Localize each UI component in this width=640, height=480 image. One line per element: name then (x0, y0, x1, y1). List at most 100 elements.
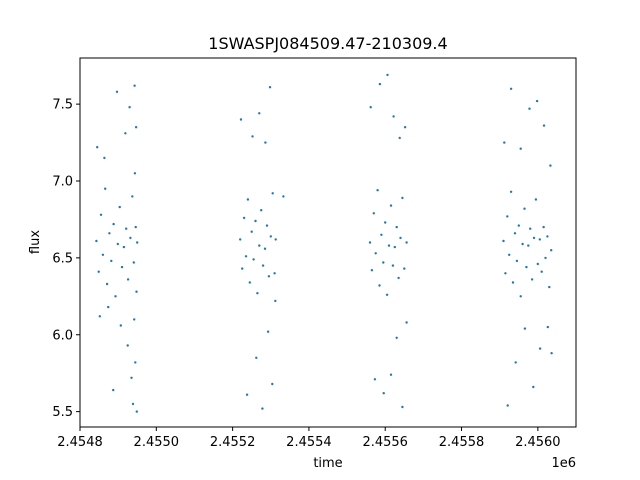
data-point (401, 196, 404, 200)
data-point (368, 241, 372, 244)
data-point (528, 107, 531, 110)
data-point (397, 276, 400, 280)
data-point (398, 136, 401, 140)
data-point (519, 147, 522, 150)
data-point (502, 239, 505, 243)
data-point (546, 325, 549, 329)
data-point (132, 261, 135, 264)
y-tick-label: 7.0 (52, 175, 73, 190)
data-point (523, 207, 526, 210)
data-point (391, 264, 395, 267)
x-tick-label: 2.4560 (515, 435, 561, 450)
data-point (527, 244, 530, 247)
data-point (513, 232, 517, 235)
data-point (395, 336, 398, 339)
data-point (110, 259, 113, 263)
chart-title: 1SWASPJ084509.47-210309.4 (208, 34, 447, 53)
x-axis-label: time (313, 456, 342, 471)
data-point (538, 238, 541, 241)
data-point (246, 198, 250, 201)
data-point (264, 141, 267, 144)
data-point (239, 118, 243, 121)
data-point (256, 292, 259, 295)
data-point (128, 106, 131, 109)
data-point (538, 347, 542, 350)
data-point (107, 305, 110, 309)
data-point (258, 112, 261, 115)
data-point (395, 225, 398, 229)
data-point (101, 253, 105, 256)
data-point (389, 373, 393, 376)
data-point (374, 252, 377, 255)
data-point (382, 261, 385, 264)
data-point (282, 195, 285, 198)
data-point (517, 224, 520, 227)
data-point (504, 272, 507, 275)
data-point (515, 259, 519, 263)
data-point (271, 192, 274, 195)
data-point (114, 295, 117, 298)
data-point (134, 126, 138, 129)
data-point (134, 361, 137, 364)
y-tick-label: 7.5 (52, 98, 73, 113)
data-point (380, 233, 383, 236)
data-point (542, 225, 545, 229)
data-point (129, 236, 132, 240)
data-point (378, 82, 382, 86)
data-point (405, 321, 408, 324)
data-point (534, 198, 538, 201)
data-point (389, 204, 393, 207)
plot-frame (79, 57, 577, 428)
data-point (550, 249, 553, 252)
data-point (392, 115, 395, 118)
data-point (506, 215, 509, 218)
data-point (274, 299, 277, 303)
data-point (99, 213, 103, 216)
y-tick-label: 5.5 (52, 405, 73, 420)
data-point (266, 330, 270, 333)
data-point (261, 407, 264, 410)
x-tick-label: 2.4548 (57, 435, 103, 450)
data-point (269, 235, 272, 238)
x-tick-label: 2.4554 (286, 435, 332, 450)
data-point (549, 164, 552, 167)
data-point (509, 190, 513, 193)
data-point (136, 241, 139, 244)
data-point (384, 221, 387, 224)
data-point (265, 224, 269, 227)
data-point (130, 376, 133, 379)
data-point (134, 225, 137, 229)
data-point (131, 402, 135, 406)
data-point (521, 242, 524, 246)
data-point (267, 275, 271, 278)
data-point (250, 230, 253, 233)
data-point (135, 410, 138, 413)
data-point (268, 86, 272, 89)
y-tick-label: 6.0 (52, 328, 73, 343)
data-point (372, 212, 375, 215)
data-point (373, 378, 377, 381)
data-point (245, 393, 249, 396)
data-point (104, 187, 107, 190)
data-point (550, 352, 553, 355)
x-axis-ticks: 2.4548 2.4550 2.4552 2.4554 2.4556 2.4558 2.45… (57, 427, 561, 450)
data-point (508, 253, 511, 256)
data-point (97, 270, 100, 273)
data-point (506, 404, 509, 407)
data-point (261, 264, 265, 267)
data-point (254, 219, 257, 223)
data-point (535, 99, 539, 103)
x-tick-label: 2.4552 (210, 435, 256, 450)
data-point (386, 73, 389, 77)
data-point (98, 315, 102, 318)
data-point (399, 236, 402, 240)
data-point (273, 272, 276, 275)
data-point (118, 205, 121, 209)
data-point (532, 236, 536, 240)
data-point (530, 278, 534, 281)
data-point (369, 106, 372, 109)
data-point (241, 267, 244, 270)
data-point (119, 324, 123, 327)
data-point (258, 244, 261, 247)
